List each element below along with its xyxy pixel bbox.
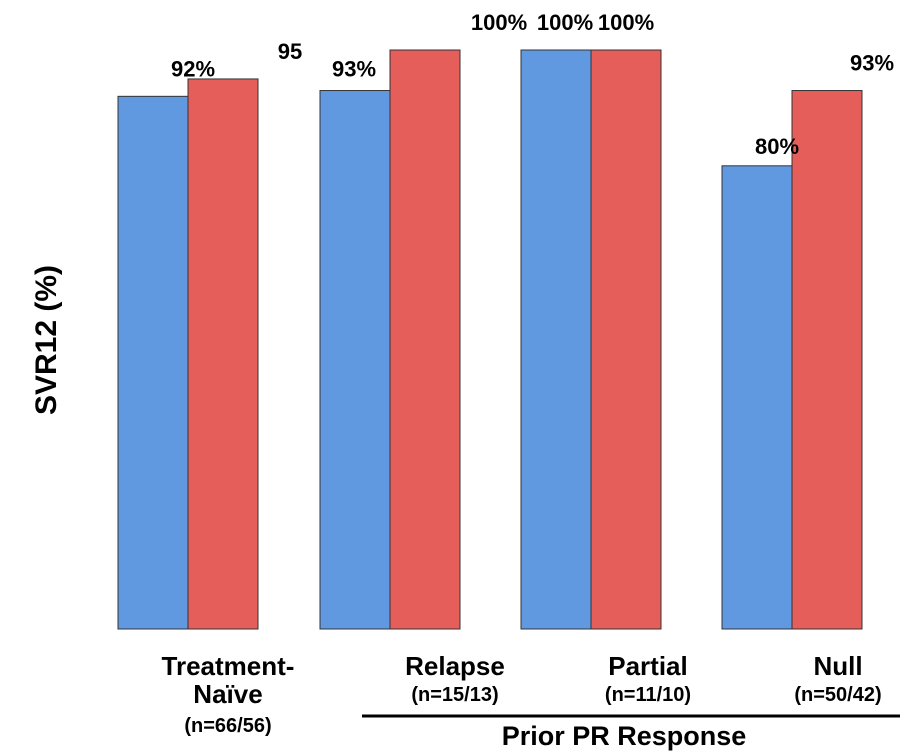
value-label-series2-1: 100%: [471, 10, 527, 35]
bar-series1-0: [117, 95, 189, 630]
y-axis-label: SVR12 (%): [30, 265, 63, 415]
category-labels-layer: Treatment-Naïve (n=66/56) Relapse (n=15/13)…: [162, 651, 882, 737]
bar-series2-2: [590, 49, 662, 630]
category-label-2: Partial: [608, 651, 688, 681]
value-label-series1-2: 100%: [537, 10, 593, 35]
value-label-series2-0: 95: [278, 39, 302, 64]
bar-series1-3: [721, 165, 793, 630]
category-n-label-2: (n=11/10): [605, 684, 691, 706]
category-label-line2-0: Naïve: [193, 679, 262, 709]
category-n-label-0: (n=66/56): [184, 715, 271, 737]
category-label-3: Null: [813, 651, 862, 681]
bar-series2-0: [187, 78, 259, 630]
category-n-label-1: (n=15/13): [411, 684, 498, 706]
bar-series1-1: [319, 90, 391, 630]
bar-series1-2: [520, 49, 592, 630]
bars-layer: [117, 49, 863, 630]
value-label-series1-0: 92%: [171, 56, 215, 81]
category-label-1: Relapse: [405, 651, 505, 681]
value-label-series1-3: 80%: [755, 134, 799, 159]
category-label-0: Treatment-: [162, 651, 295, 681]
value-label-series2-2: 100%: [598, 10, 654, 35]
category-n-label-3: (n=50/42): [794, 684, 881, 706]
value-label-series2-3: 93%: [850, 51, 894, 76]
value-label-series1-1: 93%: [332, 57, 376, 82]
bar-series2-3: [791, 90, 863, 630]
group-label: Prior PR Response: [502, 721, 747, 751]
bar-series2-1: [389, 49, 461, 630]
